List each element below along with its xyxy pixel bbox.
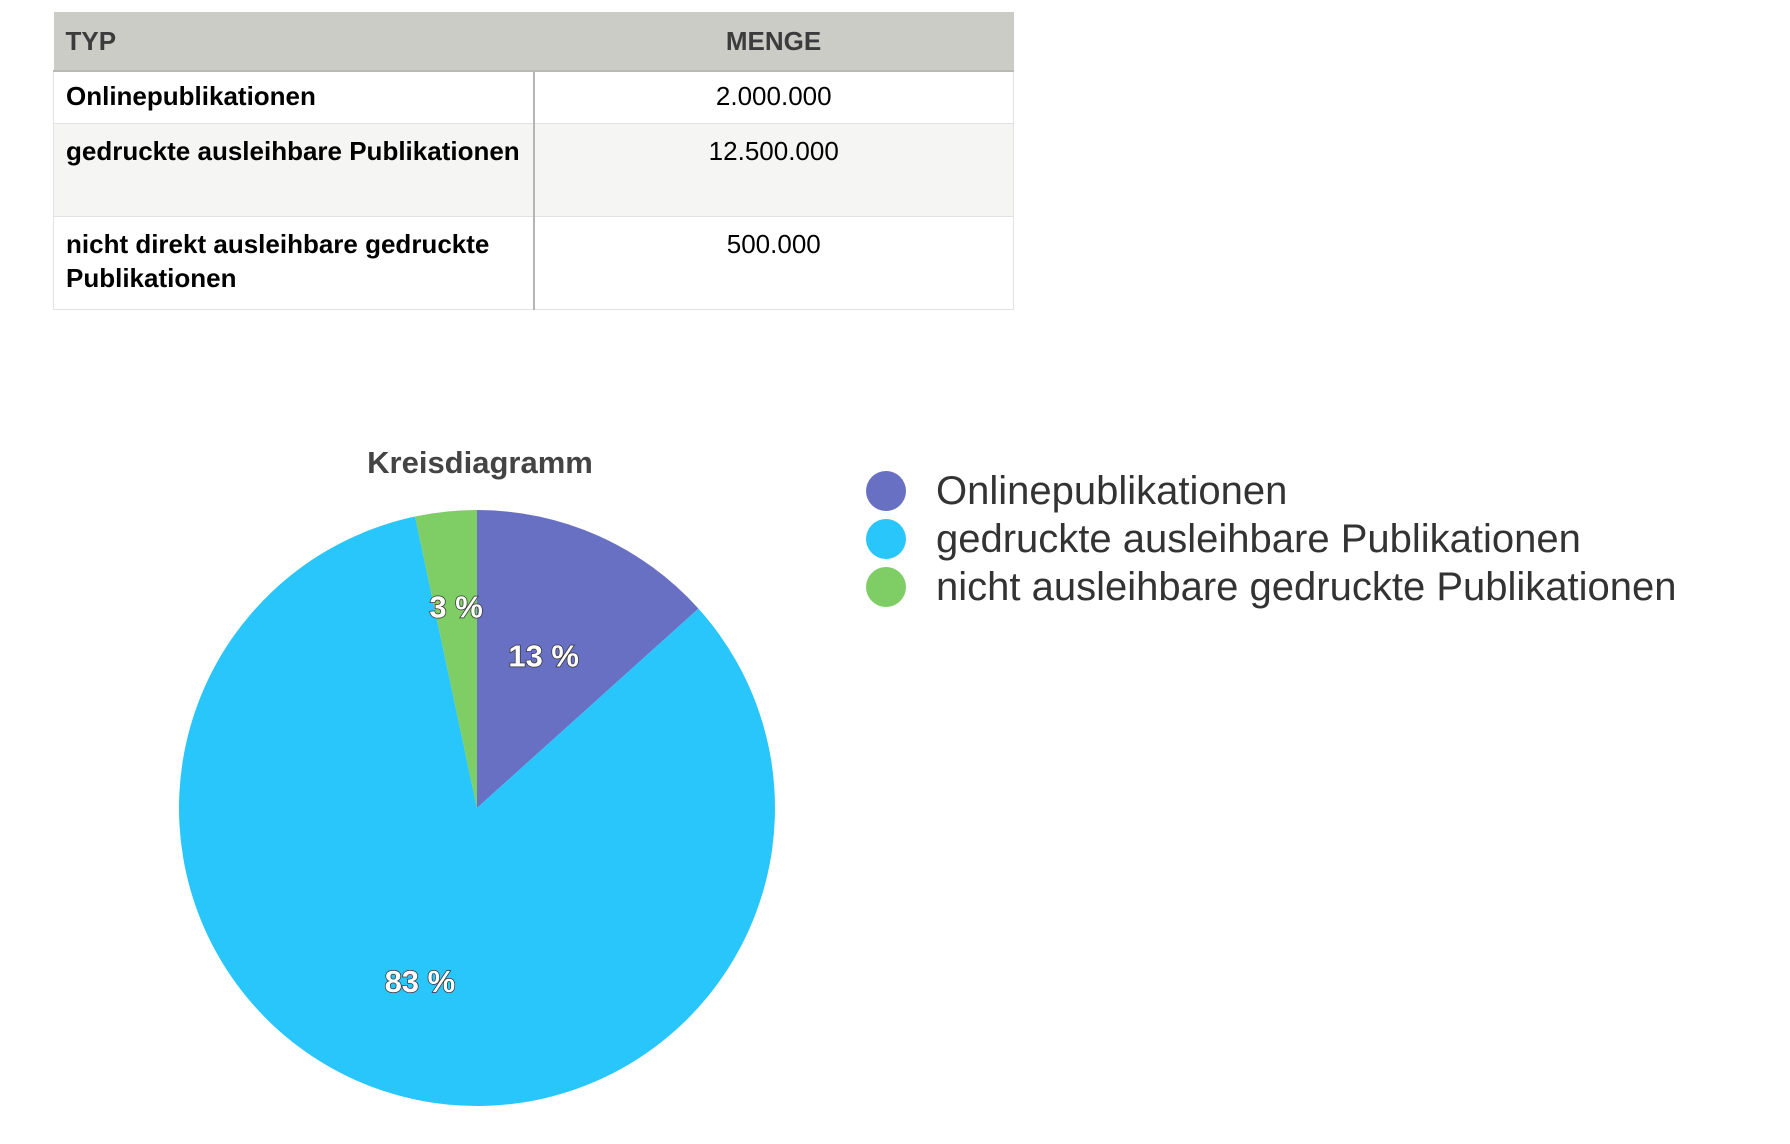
cell-menge: 500.000 xyxy=(533,216,1014,310)
pie-slice-3 xyxy=(415,510,477,808)
pie-data-label: 3 % xyxy=(429,590,482,625)
pie-chart: 13 % 83 % 3 % xyxy=(179,510,776,1106)
chart-title: Kreisdiagramm xyxy=(367,445,593,480)
header-typ: TYP xyxy=(53,12,534,72)
cell-typ: nicht direkt ausleihbare gedruckte Publi… xyxy=(53,216,535,310)
legend-swatch xyxy=(866,471,906,511)
cell-typ: Onlinepublikationen xyxy=(53,71,535,124)
data-table: TYP MENGE Onlinepublikationen 2.000.000 … xyxy=(53,12,1014,310)
chart-legend: Onlinepublikationen gedruckte ausleihbare… xyxy=(866,467,1677,611)
pie-slice-1 xyxy=(477,510,699,808)
legend-item: Onlinepublikationen xyxy=(866,467,1677,515)
legend-item: gedruckte ausleihbare Publikationen xyxy=(866,515,1677,563)
cell-menge: 12.500.000 xyxy=(533,123,1014,217)
legend-item: nicht ausleihbare gedruckte Publikatione… xyxy=(866,563,1677,611)
table-row: nicht direkt ausleihbare gedruckte Publi… xyxy=(53,216,1014,310)
pie-data-label: 83 % xyxy=(385,964,456,999)
cell-typ: gedruckte ausleihbare Publikationen xyxy=(53,123,535,217)
legend-label: gedruckte ausleihbare Publikationen xyxy=(936,516,1581,561)
cell-menge: 2.000.000 xyxy=(533,71,1014,124)
table-header-row: TYP MENGE xyxy=(53,12,1014,72)
legend-label: Onlinepublikationen xyxy=(936,468,1288,513)
legend-label: nicht ausleihbare gedruckte Publikatione… xyxy=(936,564,1677,609)
pie-slice-2 xyxy=(179,516,776,1106)
table-row: gedruckte ausleihbare Publikationen 12.5… xyxy=(53,123,1014,217)
header-menge: MENGE xyxy=(533,12,1014,72)
legend-swatch xyxy=(866,519,906,559)
pie-data-label: 13 % xyxy=(508,638,579,673)
legend-swatch xyxy=(866,567,906,607)
table-row: Onlinepublikationen 2.000.000 xyxy=(53,71,1014,124)
